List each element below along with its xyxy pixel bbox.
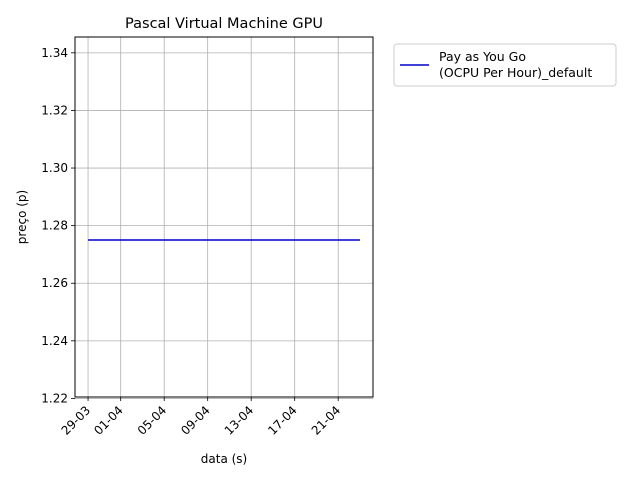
y-tick-label: 1.26 [41,276,68,290]
x-tick-label: 13-04 [222,403,257,438]
y-tick-label: 1.22 [41,391,68,405]
y-tick-label: 1.32 [41,103,68,117]
legend-box [393,43,617,87]
legend-label-line-1: Pay as You Go [439,49,526,64]
x-axis-title: data (s) [201,452,247,466]
y-tick-label: 1.24 [41,334,68,348]
x-tick-label: 05-04 [135,403,170,438]
y-tick-label: 1.34 [41,46,68,60]
chart-title: Pascal Virtual Machine GPU [125,16,323,32]
y-axis-title: preço (p) [15,190,29,244]
legend-label-line-2: (OCPU Per Hour)_default [439,65,592,80]
x-tick-label: 01-04 [91,403,126,438]
x-tick-label: 17-04 [265,403,300,438]
y-axis-ticks: 1.22 1.24 1.26 1.28 1.30 1.32 1.34 [41,46,75,405]
x-tick-label: 29-03 [59,403,94,438]
plot-area-frame [74,36,374,398]
grid-lines [75,37,373,399]
x-tick-label: 09-04 [178,403,213,438]
y-tick-label: 1.28 [41,219,68,233]
x-tick-label: 21-04 [309,403,344,438]
legend: Pay as You Go (OCPU Per Hour)_default [393,43,617,87]
y-tick-label: 1.30 [41,161,68,175]
